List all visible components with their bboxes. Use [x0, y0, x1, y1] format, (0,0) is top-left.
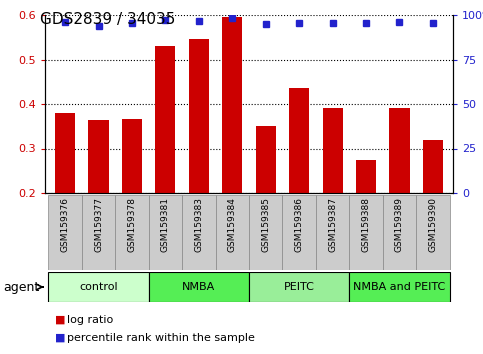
Text: ■: ■: [55, 315, 65, 325]
Bar: [423, 139, 443, 193]
Bar: [149, 272, 249, 302]
Text: GSM159381: GSM159381: [161, 197, 170, 252]
Bar: [316, 195, 349, 270]
Bar: [256, 126, 276, 193]
Text: log ratio: log ratio: [67, 315, 113, 325]
Text: GDS2839 / 34035: GDS2839 / 34035: [40, 12, 175, 27]
Text: GSM159383: GSM159383: [194, 197, 203, 252]
Bar: [249, 272, 349, 302]
Text: GSM159387: GSM159387: [328, 197, 337, 252]
Bar: [156, 46, 175, 193]
Bar: [349, 195, 383, 270]
Bar: [289, 88, 309, 193]
Bar: [149, 195, 182, 270]
Bar: [88, 120, 109, 193]
Bar: [416, 195, 450, 270]
Text: GSM159376: GSM159376: [60, 197, 70, 252]
Bar: [215, 195, 249, 270]
Text: GSM159386: GSM159386: [295, 197, 304, 252]
Bar: [115, 195, 149, 270]
Text: GSM159385: GSM159385: [261, 197, 270, 252]
Text: percentile rank within the sample: percentile rank within the sample: [67, 333, 255, 343]
Bar: [283, 195, 316, 270]
Text: PEITC: PEITC: [284, 282, 314, 292]
Bar: [48, 272, 149, 302]
Text: ■: ■: [55, 333, 65, 343]
Text: control: control: [79, 282, 118, 292]
Text: GSM159388: GSM159388: [362, 197, 370, 252]
Bar: [48, 195, 82, 270]
Bar: [323, 108, 342, 193]
Text: GSM159378: GSM159378: [128, 197, 137, 252]
Text: GSM159390: GSM159390: [428, 197, 438, 252]
Bar: [349, 272, 450, 302]
Text: NMBA and PEITC: NMBA and PEITC: [354, 282, 446, 292]
Bar: [122, 119, 142, 193]
Text: agent: agent: [3, 280, 39, 293]
Bar: [189, 40, 209, 193]
Text: GSM159377: GSM159377: [94, 197, 103, 252]
Bar: [222, 17, 242, 193]
Bar: [182, 195, 215, 270]
Bar: [383, 195, 416, 270]
Bar: [389, 108, 410, 193]
Text: GSM159389: GSM159389: [395, 197, 404, 252]
Text: GSM159384: GSM159384: [228, 197, 237, 252]
Bar: [249, 195, 283, 270]
Bar: [356, 160, 376, 193]
Bar: [82, 195, 115, 270]
Text: NMBA: NMBA: [182, 282, 215, 292]
Bar: [55, 113, 75, 193]
